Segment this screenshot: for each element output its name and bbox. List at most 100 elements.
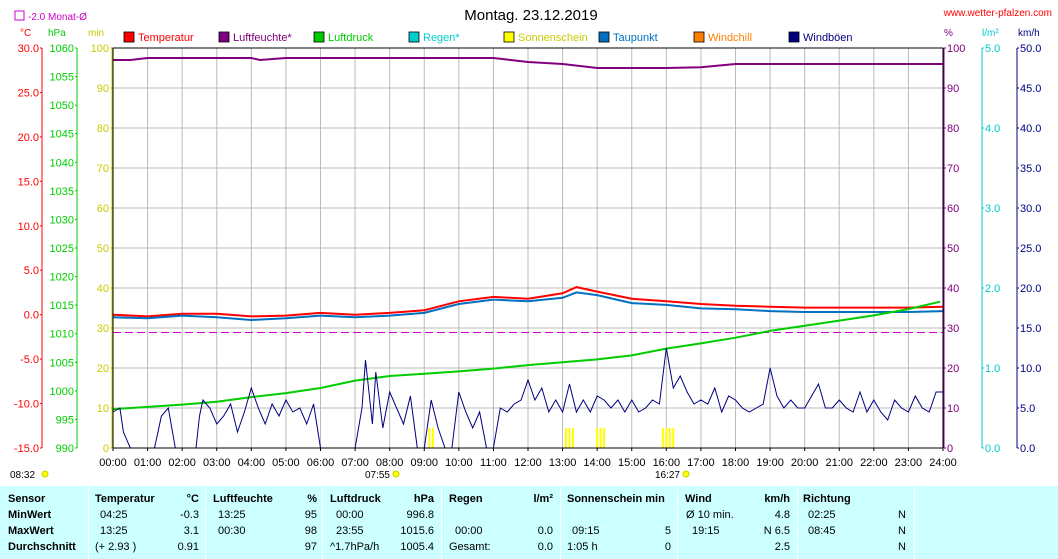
row-label-avg: Durchschnitt — [8, 541, 76, 553]
sunshine-bar — [596, 428, 599, 448]
pressure-tick-label: 1060 — [50, 43, 74, 55]
rain-tick-label: 5.0 — [985, 43, 1000, 55]
pressure-tick-label: 1045 — [50, 129, 74, 141]
sunshine-bar — [565, 428, 568, 448]
unit-sunshine: min — [88, 28, 104, 39]
pressure-tick-label: 1035 — [50, 186, 74, 198]
temperature-tick-label: 5.0 — [24, 265, 39, 277]
humidity-tick-label: 10 — [947, 403, 959, 415]
sunshine-tick-label: 40 — [97, 283, 109, 295]
max-temp-value: 3.1 — [183, 525, 199, 537]
sunshine-bar — [431, 428, 434, 448]
wind-tick-label: 20.0 — [1020, 283, 1041, 295]
daylength: 08:32 — [10, 470, 35, 481]
pressure-tick-label: 1010 — [50, 329, 74, 341]
legend-swatch — [123, 31, 135, 43]
column-separator — [797, 486, 798, 559]
sunset-time: 16:27 — [655, 470, 680, 481]
dir-max-value: N — [898, 525, 906, 537]
max-pressure-value: 1015.6 — [400, 525, 434, 537]
wind-tick-label: 45.0 — [1020, 83, 1041, 95]
unit-pressure: hPa — [48, 28, 66, 39]
monthly-avg-marker-icon — [14, 10, 25, 21]
unit-humidity: % — [944, 28, 953, 39]
sunshine-tick-label: 90 — [97, 83, 109, 95]
x-tick-label: 16:00 — [653, 457, 681, 469]
x-tick-label: 04:00 — [238, 457, 266, 469]
avg-wind-value: 2.5 — [774, 541, 790, 553]
x-tick-label: 01:00 — [134, 457, 162, 469]
legend-swatch — [313, 31, 325, 43]
header-pressure-unit: hPa — [413, 493, 434, 505]
x-tick-label: 11:00 — [480, 457, 507, 469]
series-line-windböen — [112, 347, 943, 449]
legend-label: Luftdruck — [328, 32, 374, 44]
wind-avg-value: 4.8 — [774, 509, 790, 521]
x-tick-label: 07:00 — [341, 457, 369, 469]
row-label-min: MinWert — [8, 509, 52, 521]
weather-chart: 30.0 25.0 20.0 15.0 10.0 5.0 0.0 -5.0 -10.0 -15.0… — [0, 0, 1058, 486]
pressure-tick-label: 1025 — [50, 243, 74, 255]
max-pressure-time: 23:55 — [336, 525, 364, 537]
website-link[interactable]: www.wetter-pfalzen.com — [943, 8, 1052, 19]
sunshine-tick-label: 30 — [97, 323, 109, 335]
pressure-tick-label: 1005 — [50, 357, 74, 369]
header-direction: Richtung — [803, 493, 851, 505]
pressure-tick-label: 1040 — [50, 157, 74, 169]
x-tick-label: 06:00 — [307, 457, 335, 469]
rain-tick-label: 2.0 — [985, 283, 1000, 295]
x-tick-label: 20:00 — [791, 457, 819, 469]
max-humidity-value: 98 — [304, 525, 317, 537]
sunshine-bar — [428, 428, 431, 448]
sunshine-tick-label: 80 — [97, 123, 109, 135]
sun-total-hours: 1:05 h — [567, 541, 598, 553]
sunshine-tick-label: 10 — [97, 403, 109, 415]
row-label-max: MaxWert — [8, 525, 54, 537]
x-tick-label: 02:00 — [168, 457, 196, 469]
x-tick-label: 23:00 — [895, 457, 923, 469]
legend-label: Windböen — [803, 32, 853, 44]
legend: Temperatur Luftfeuchte* Luftdruck Regen* Son… — [123, 31, 853, 44]
column-separator — [88, 486, 89, 559]
legend-swatch — [693, 31, 705, 43]
legend-swatch — [503, 31, 515, 43]
series-line-temperatur — [112, 286, 944, 318]
wind-tick-label: 10.0 — [1020, 363, 1041, 375]
header-wind-unit: km/h — [764, 493, 790, 505]
header-pressure: Luftdruck — [330, 493, 381, 505]
legend-label: Sonnenschein — [518, 32, 588, 44]
x-tick-label: 24:00 — [929, 457, 957, 469]
x-tick-label: 22:00 — [860, 457, 888, 469]
column-separator — [560, 486, 561, 559]
x-tick-label: 13:00 — [549, 457, 577, 469]
wind-avg-label: Ø 10 min. — [686, 509, 734, 521]
x-tick-label: 15:00 — [618, 457, 646, 469]
series-line-taupunkt — [112, 291, 944, 322]
min-humidity-time: 13:25 — [218, 509, 246, 521]
humidity-tick-label: 0 — [947, 443, 953, 455]
avg-dir-value: N — [898, 541, 906, 553]
temperature-tick-label: 20.0 — [18, 132, 39, 144]
wind-tick-label: 35.0 — [1020, 163, 1041, 175]
humidity-tick-label: 80 — [947, 123, 959, 135]
header-sensor: Sensor — [8, 493, 46, 505]
sun-total-value: 0 — [664, 541, 671, 553]
chart-background — [0, 0, 1058, 486]
avg-pressure-value: 1005.4 — [400, 541, 434, 553]
sunrise-time: 07:55 — [365, 470, 390, 481]
legend-label: Temperatur — [138, 32, 194, 44]
sunshine-tick-label: 50 — [97, 243, 109, 255]
x-tick-label: 14:00 — [583, 457, 611, 469]
temperature-tick-label: 15.0 — [18, 176, 39, 188]
header-rain-unit: l/m² — [533, 493, 553, 505]
header-sunshine: Sonnenschein min — [567, 493, 665, 505]
temperature-tick-label: 10.0 — [18, 221, 39, 233]
daylength-sun-icon — [41, 470, 49, 478]
x-tick-label: 12:00 — [514, 457, 542, 469]
sunrise-icon — [392, 470, 400, 478]
sunshine-bars — [428, 428, 675, 448]
series-lines — [112, 57, 944, 449]
sunshine-tick-label: 100 — [91, 43, 109, 55]
legend-label: Windchill — [708, 32, 752, 44]
x-tick-label: 21:00 — [825, 457, 853, 469]
